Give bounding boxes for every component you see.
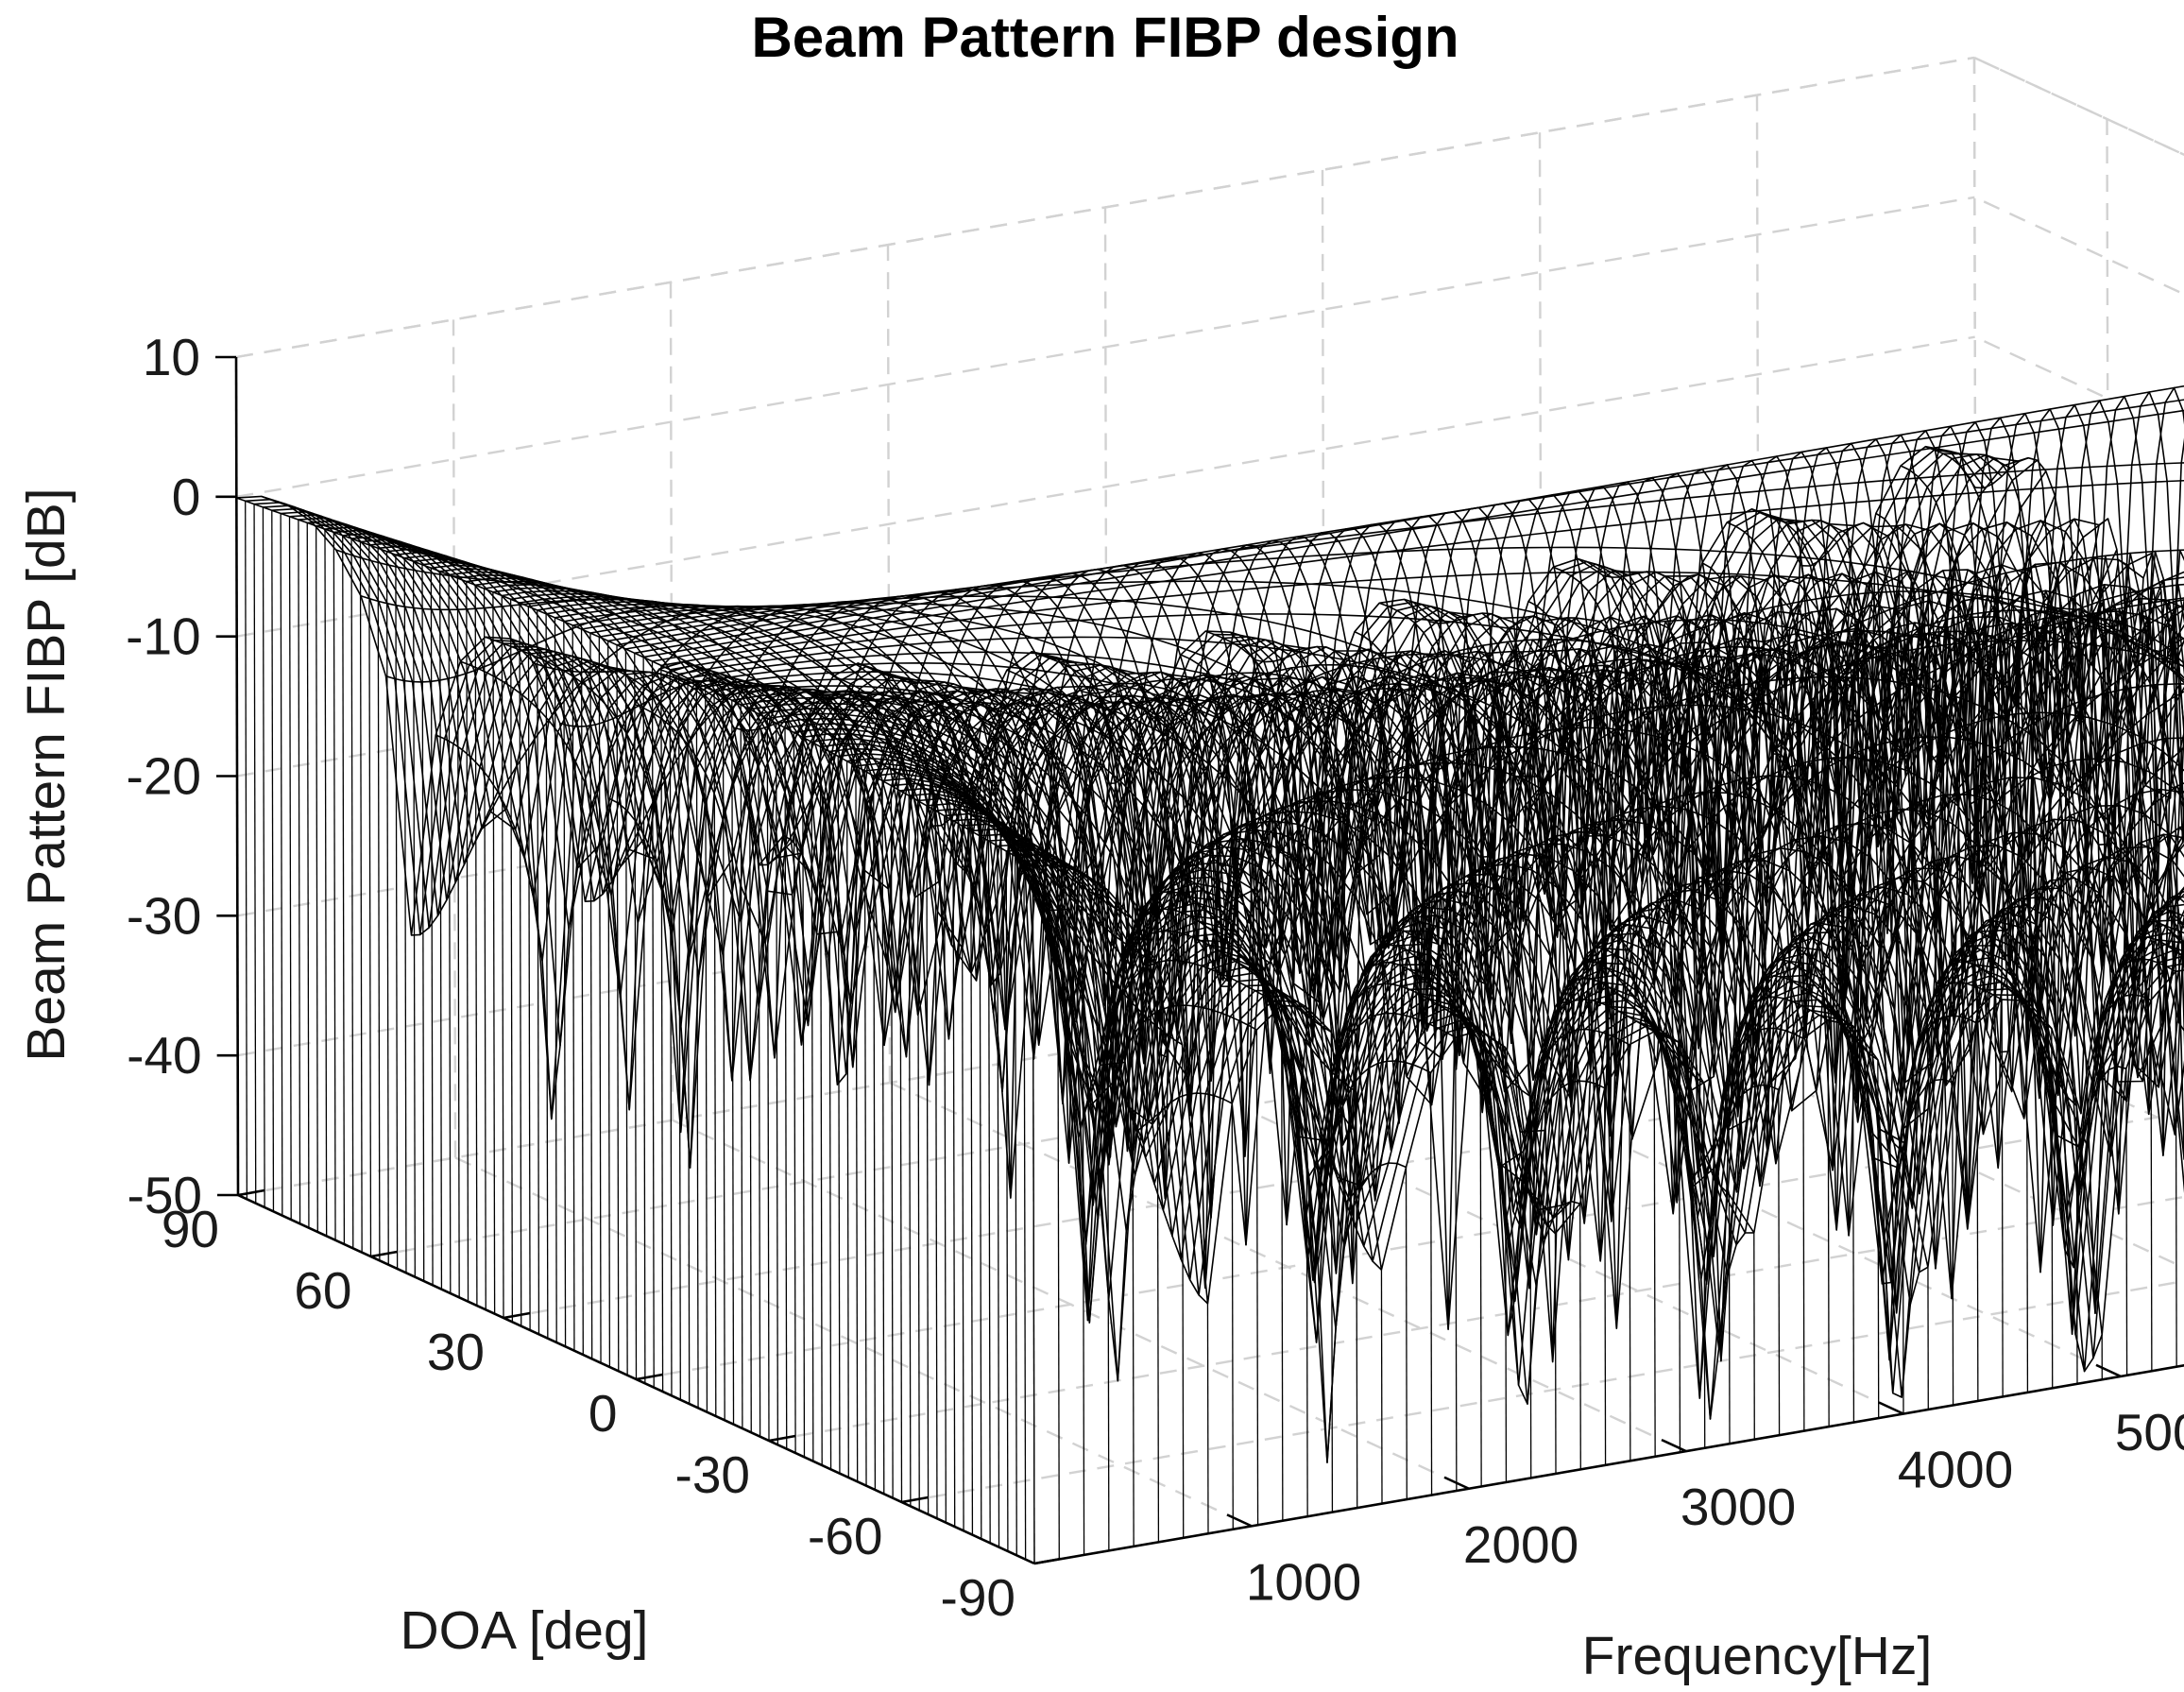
grid-line [901, 1279, 2184, 1504]
surface-face [2155, 827, 2184, 846]
surface-face [1954, 931, 1988, 955]
surface-face [1924, 881, 1958, 976]
surface-face [1801, 447, 1835, 467]
surface-face [2058, 425, 2093, 487]
surface-face [1826, 443, 1861, 463]
grid-line [1033, 1364, 2184, 1565]
surface-mesh [235, 385, 2184, 1564]
surface-face [1823, 981, 1857, 1236]
surface-face [1612, 493, 1646, 525]
surface-face [1628, 477, 1662, 494]
surface-face [1851, 438, 1885, 459]
surface-face [1602, 482, 1637, 498]
grid-line [235, 56, 1975, 359]
surface-face [1677, 469, 1712, 487]
surface-face [2133, 414, 2168, 483]
surface-face [1893, 497, 1928, 590]
surface-face [2108, 418, 2142, 485]
surface-face [1925, 426, 1960, 448]
surface-face [2068, 485, 2102, 630]
surface-face [1868, 499, 1903, 588]
surface-face [1975, 418, 2009, 440]
surface-face [1759, 768, 1794, 781]
surface-face [1909, 448, 1944, 498]
surface-face [2092, 1066, 2126, 1359]
surface-face [1885, 452, 1920, 500]
grid-line [1973, 56, 2184, 157]
surface-face [2083, 421, 2118, 486]
surface-face [1834, 459, 1869, 504]
surface-face [2034, 429, 2068, 488]
surface-face [1652, 473, 1687, 490]
surface-face [1636, 489, 1671, 522]
grid-line [236, 196, 1975, 499]
surface-face [1876, 435, 1910, 455]
surface-face [1950, 421, 1985, 444]
grid-line [1973, 56, 2184, 157]
surface-face [2058, 888, 2093, 960]
grid-line [454, 1156, 1253, 1528]
surface-face [2141, 738, 2175, 789]
surface-face [1860, 455, 1894, 502]
surface-face [1810, 463, 1845, 505]
